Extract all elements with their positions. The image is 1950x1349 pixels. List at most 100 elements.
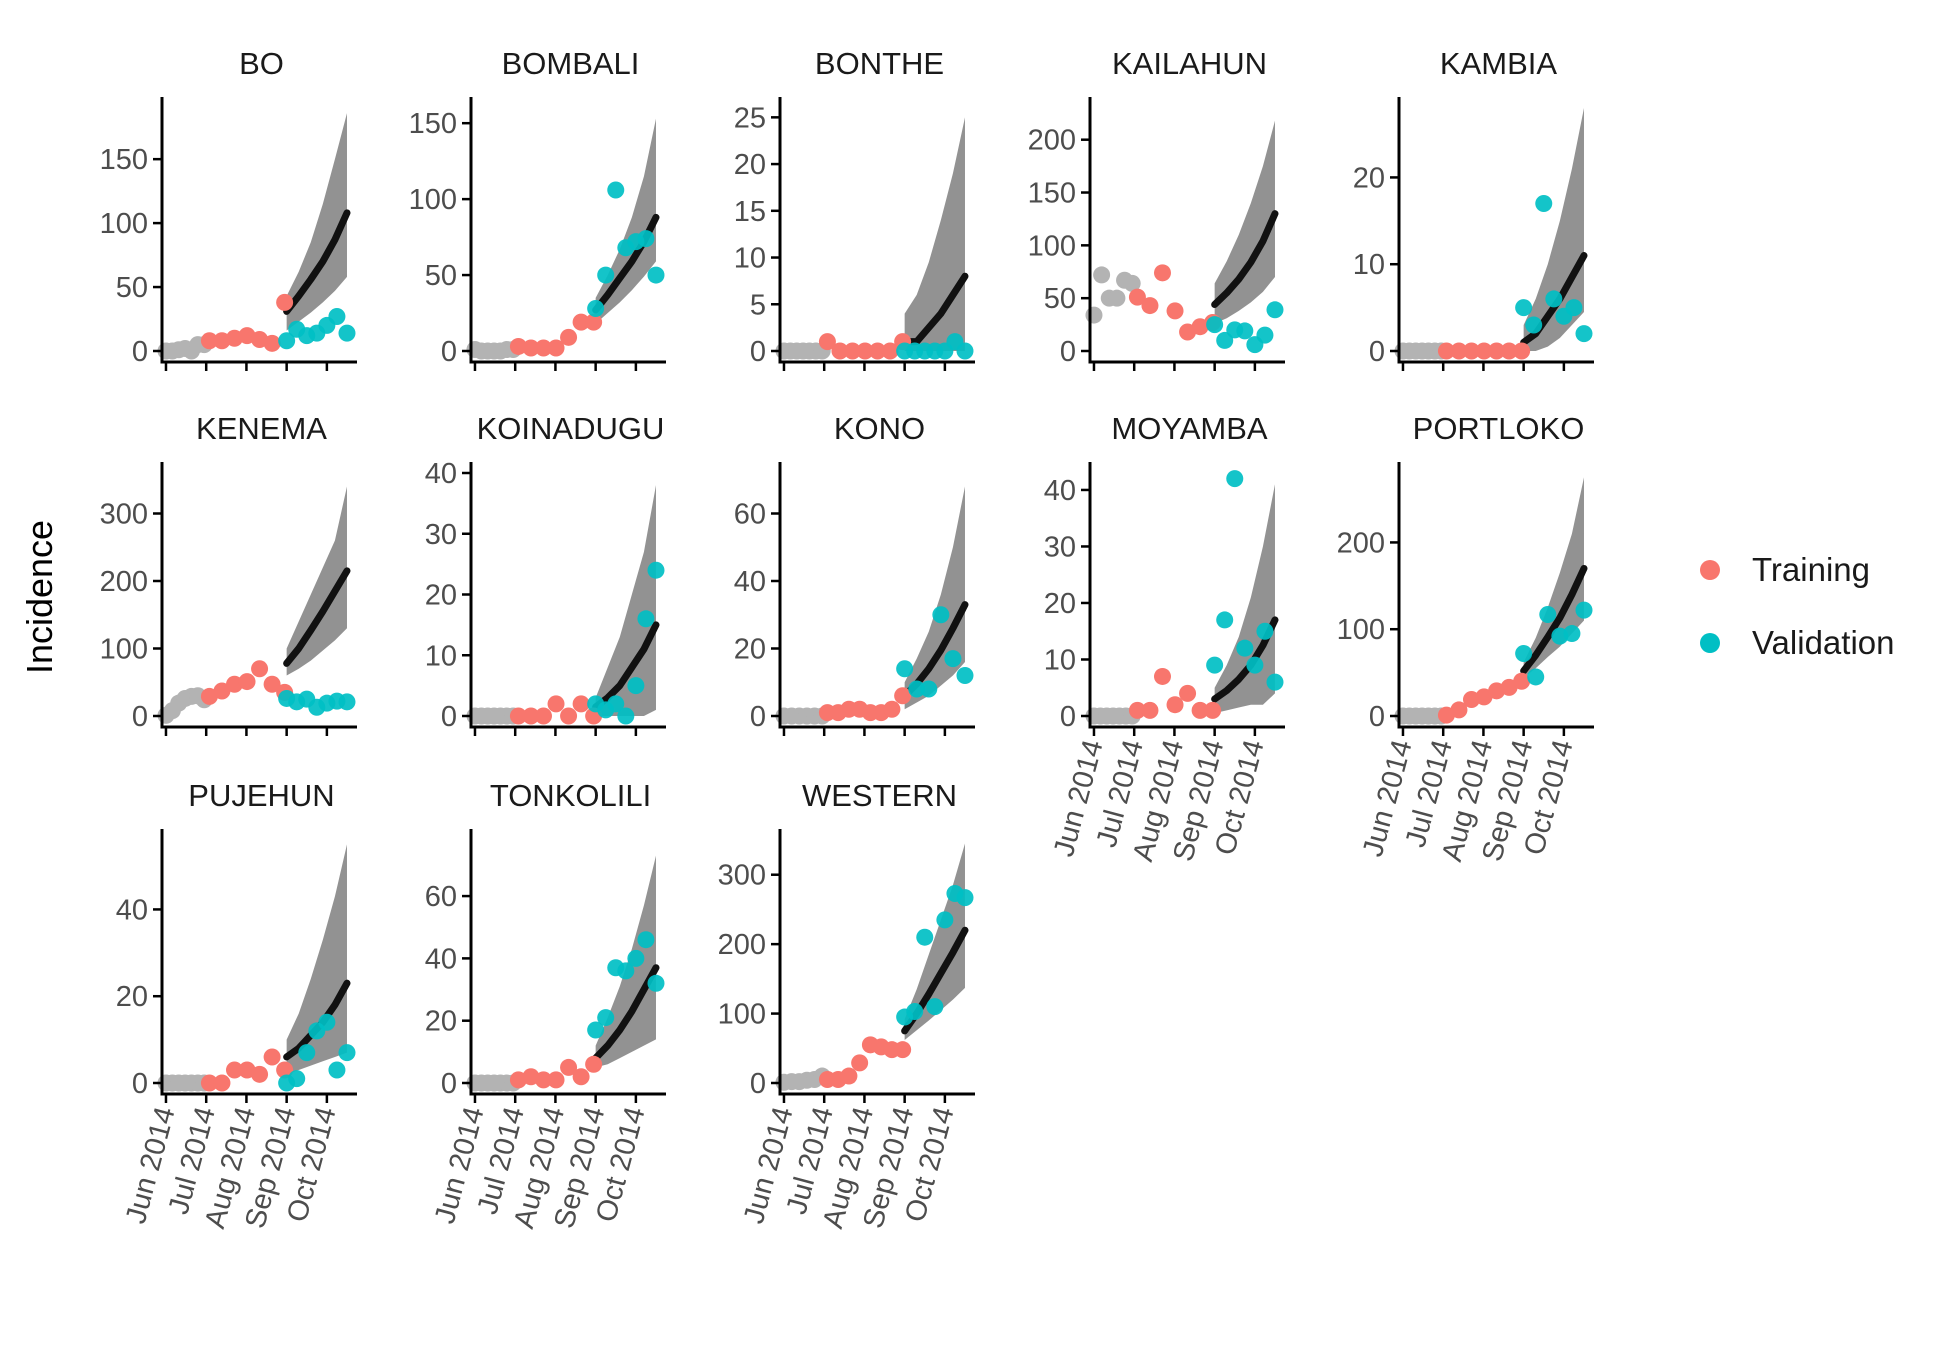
point-validation xyxy=(587,299,605,317)
point-validation xyxy=(906,1002,924,1020)
point-validation xyxy=(647,266,665,284)
fit-line xyxy=(283,209,351,315)
point-training xyxy=(585,1055,603,1073)
point-training xyxy=(869,342,887,360)
point-validation xyxy=(318,1013,336,1031)
point-training xyxy=(1179,684,1197,702)
prediction-band xyxy=(1523,477,1584,678)
point-training xyxy=(276,1061,294,1079)
panel-kono: KONO 0 20 40 60 xyxy=(734,411,975,736)
fit-line xyxy=(1211,616,1279,703)
point-training xyxy=(1513,342,1531,360)
point-validation xyxy=(637,610,655,628)
point-training xyxy=(883,700,901,718)
prediction-band xyxy=(904,843,965,1040)
point-validation xyxy=(288,1070,306,1088)
y-tick-label: 20 xyxy=(425,580,457,612)
point-validation xyxy=(278,332,296,350)
point-validation xyxy=(1539,605,1557,623)
y-tick-label: 100 xyxy=(100,208,148,240)
point-validation xyxy=(956,342,974,360)
fit-line xyxy=(1520,252,1588,346)
point-training xyxy=(894,1041,912,1059)
y-tick-label: 50 xyxy=(1044,283,1076,315)
y-tick-label: 40 xyxy=(734,566,766,598)
point-validation xyxy=(298,1044,316,1062)
point-validation xyxy=(338,693,356,711)
point-validation xyxy=(896,660,914,678)
point-validation xyxy=(936,911,954,929)
fit-line xyxy=(1211,210,1279,309)
point-training xyxy=(1141,297,1159,315)
panel-bombali: BOMBALI 0 50 100 150 xyxy=(409,46,666,371)
point-validation xyxy=(637,230,655,248)
y-tick-label: 20 xyxy=(1044,588,1076,620)
point-validation xyxy=(1266,673,1284,691)
legend-key-validation xyxy=(1700,633,1720,653)
y-tick-label: 0 xyxy=(750,336,766,368)
y-tick-label: 300 xyxy=(100,499,148,531)
panels-layer: BO050100150BOMBALI050100150BONTHE0510152… xyxy=(100,46,1594,1232)
point-training xyxy=(1166,696,1184,714)
prediction-band xyxy=(286,844,347,1075)
prediction-band xyxy=(286,113,347,331)
panel-kambia: KAMBIA 0 10 20 xyxy=(1353,46,1594,371)
panel-title: KOINADUGU xyxy=(477,411,665,446)
panel-bonthe: BONTHE 0 5 10 15 20 25 xyxy=(734,46,975,371)
y-tick-label: 5 xyxy=(750,289,766,321)
y-tick-label: 30 xyxy=(425,519,457,551)
point-training xyxy=(213,682,231,700)
point-validation xyxy=(597,1009,615,1027)
point-validation xyxy=(597,266,615,284)
point-training xyxy=(1450,342,1468,360)
legend-label-training: Training xyxy=(1752,551,1870,588)
point-training xyxy=(1488,342,1506,360)
fit-line xyxy=(901,272,969,346)
y-tick-label: 0 xyxy=(1060,701,1076,733)
point-validation xyxy=(617,707,635,725)
point-training xyxy=(534,339,552,357)
point-training xyxy=(1128,701,1146,719)
fit-line xyxy=(592,621,660,711)
point-validation xyxy=(1256,622,1274,640)
legend: Training Validation xyxy=(1700,551,1895,661)
point-training xyxy=(1475,342,1493,360)
point-validation xyxy=(916,928,934,946)
panel-title: BOMBALI xyxy=(502,46,640,81)
point-validation xyxy=(607,695,625,713)
panel-koinadugu: KOINADUGU 0 10 20 30 40 xyxy=(425,411,666,736)
point-training xyxy=(225,1061,243,1079)
point-training xyxy=(572,695,590,713)
point-validation xyxy=(1565,299,1583,317)
point-validation xyxy=(944,650,962,668)
point-training xyxy=(1204,701,1222,719)
point-validation xyxy=(1575,325,1593,343)
y-tick-label: 60 xyxy=(734,499,766,531)
y-tick-label: 25 xyxy=(734,102,766,134)
point-training xyxy=(560,1058,578,1076)
point-training xyxy=(263,334,281,352)
point-validation xyxy=(1226,470,1244,488)
y-tick-label: 150 xyxy=(409,108,457,140)
point-validation xyxy=(1266,301,1284,319)
panel-title: KAMBIA xyxy=(1440,46,1557,81)
point-training xyxy=(560,707,578,725)
panel-title: KENEMA xyxy=(196,411,327,446)
point-training xyxy=(881,342,899,360)
panel-title: TONKOLILI xyxy=(490,778,651,813)
point-validation xyxy=(338,1044,356,1062)
point-validation xyxy=(956,667,974,684)
point-training xyxy=(894,687,912,705)
y-tick-label: 20 xyxy=(116,981,148,1013)
point-training xyxy=(547,1071,565,1089)
point-validation xyxy=(1206,656,1224,674)
point-training xyxy=(263,1048,281,1066)
prediction-band xyxy=(1214,120,1275,324)
point-validation xyxy=(926,998,944,1016)
point-training xyxy=(818,333,836,351)
y-tick-label: 0 xyxy=(1060,336,1076,368)
point-training xyxy=(1153,667,1171,685)
